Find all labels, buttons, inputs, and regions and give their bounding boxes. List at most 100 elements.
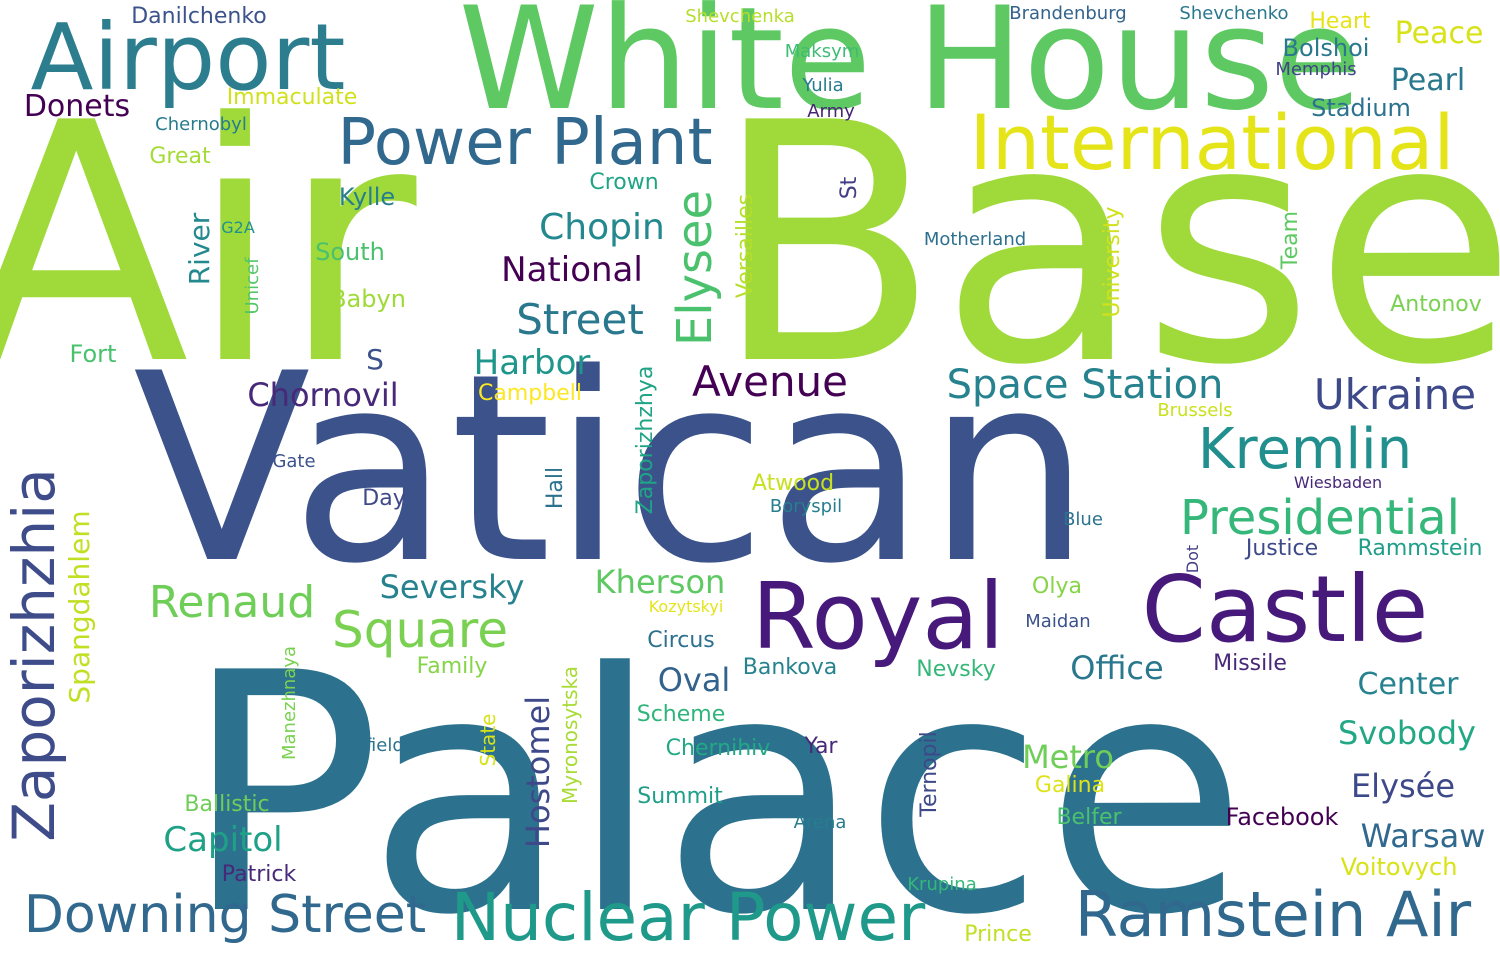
word-facebook: Facebook — [1225, 803, 1339, 831]
word-svobody: Svobody — [1338, 714, 1476, 752]
word-chornovil: Chornovil — [247, 376, 399, 414]
word-justice: Justice — [1245, 536, 1319, 561]
word-rammstein: Rammstein — [1357, 536, 1483, 561]
word-team: Team — [1278, 210, 1303, 270]
word-chernobyl: Chernobyl — [155, 114, 247, 135]
word-warsaw: Warsaw — [1360, 817, 1486, 855]
word-ukraine: Ukraine — [1313, 370, 1477, 419]
word-shevchenko: Shevchenko — [1179, 3, 1289, 24]
word-pearl: Pearl — [1390, 63, 1466, 98]
word-army: Army — [807, 101, 855, 122]
word-bankova: Bankova — [742, 655, 838, 680]
word-patrick: Patrick — [221, 862, 297, 887]
word-palace: Palace — [182, 603, 1248, 960]
word-family: Family — [416, 654, 488, 679]
word-atwood: Atwood — [751, 471, 835, 496]
word-ternopil: Ternopil — [917, 731, 942, 817]
word-zaporizhzhia: Zaporizhzhia — [0, 468, 68, 842]
word-immaculate: Immaculate — [226, 85, 358, 110]
word-white-house: White House — [458, 0, 1362, 142]
word-krupina: Krupina — [907, 874, 977, 895]
word-peace: Peace — [1394, 16, 1484, 51]
word-seversky: Seversky — [379, 568, 525, 606]
word-spangdahlem: Spangdahlem — [63, 510, 96, 704]
word-state: State — [476, 713, 500, 767]
word-fort: Fort — [69, 340, 117, 368]
word-national: National — [501, 250, 643, 290]
word-royal: Royal — [751, 563, 1005, 670]
word-river: River — [183, 212, 216, 286]
word-nuclear-power: Nuclear Power — [450, 879, 926, 956]
word-zaporizhzhya: Zaporizhzhya — [633, 365, 658, 515]
word-memphis: Memphis — [1275, 59, 1357, 80]
word-oval: Oval — [657, 661, 731, 699]
word-square: Square — [331, 601, 509, 659]
word-scheme: Scheme — [636, 702, 726, 727]
word-nevsky: Nevsky — [916, 657, 996, 682]
word-kozytskyi: Kozytskyi — [648, 597, 724, 616]
word-campbell: Campbell — [478, 381, 582, 406]
word-donets: Donets — [23, 89, 131, 124]
word-metro: Metro — [1022, 738, 1114, 776]
word-manezhnaya: Manezhnaya — [279, 645, 300, 761]
word-antonov: Antonov — [1390, 292, 1482, 317]
word-yulia: Yulia — [802, 75, 844, 96]
word-maidan: Maidan — [1025, 611, 1091, 632]
word-danilchenko: Danilchenko — [131, 4, 267, 29]
word-street: Street — [516, 295, 644, 344]
word-belfer: Belfer — [1056, 805, 1122, 830]
word-wiesbaden: Wiesbaden — [1293, 473, 1383, 492]
word-brussels: Brussels — [1157, 400, 1233, 421]
word-unicef: Unicef — [242, 257, 263, 315]
word-kremlin: Kremlin — [1197, 417, 1413, 482]
word-bolshoi: Bolshoi — [1282, 34, 1370, 62]
word-airfield: Airfield — [340, 735, 404, 756]
word-st: St — [837, 176, 862, 200]
word-air: Air — [0, 53, 417, 437]
word-office: Office — [1070, 649, 1164, 687]
word-galina: Galina — [1034, 773, 1106, 798]
word-hostomel: Hostomel — [519, 695, 557, 849]
word-shevchenka: Shevchenka — [685, 6, 795, 27]
word-day: Day — [362, 486, 406, 511]
word-airport: Airport — [30, 4, 346, 111]
word-missile: Missile — [1213, 651, 1287, 676]
word-ballistic: Ballistic — [184, 792, 270, 817]
word-stadium: Stadium — [1311, 94, 1411, 122]
word-babyn: Babyn — [330, 285, 406, 313]
word-kherson: Kherson — [594, 563, 726, 601]
word-downing-street: Downing Street — [23, 885, 427, 945]
word-space-station: Space Station — [946, 362, 1224, 408]
word-chopin: Chopin — [539, 207, 665, 248]
word-blue: Blue — [1063, 509, 1103, 530]
word-myronosytska: Myronosytska — [558, 665, 582, 805]
word-s: S — [366, 343, 384, 376]
word-olya: Olya — [1032, 574, 1082, 599]
word-vatican: Vatican — [132, 319, 1092, 621]
word-crown: Crown — [589, 170, 659, 195]
word-heart: Heart — [1309, 9, 1371, 34]
word-capitol: Capitol — [163, 820, 283, 860]
word-power-plant: Power Plant — [337, 106, 713, 180]
word-university: University — [1100, 206, 1125, 318]
word-maksym: Maksym — [784, 41, 860, 62]
word-international: International — [969, 98, 1455, 187]
word-base: Base — [713, 53, 1500, 437]
word-elysee: Elysée — [1350, 767, 1456, 805]
word-dot: Dot — [1183, 544, 1202, 574]
word-kylle: Kylle — [338, 183, 396, 211]
word-boryspil: Boryspil — [769, 496, 843, 517]
word-circus: Circus — [647, 628, 715, 653]
word-ramstein-air: Ramstein Air — [1074, 878, 1472, 951]
word-brandenburg: Brandenburg — [1009, 3, 1127, 24]
word-elysee: Elysee — [667, 189, 723, 347]
word-presidential: Presidential — [1180, 490, 1460, 546]
word-summit: Summit — [637, 784, 723, 809]
word-center: Center — [1357, 667, 1459, 702]
word-harbor: Harbor — [473, 343, 591, 383]
word-gate: Gate — [272, 451, 316, 472]
word-avenue: Avenue — [691, 357, 849, 406]
word-prince: Prince — [964, 922, 1032, 947]
word-castle: Castle — [1141, 556, 1429, 663]
